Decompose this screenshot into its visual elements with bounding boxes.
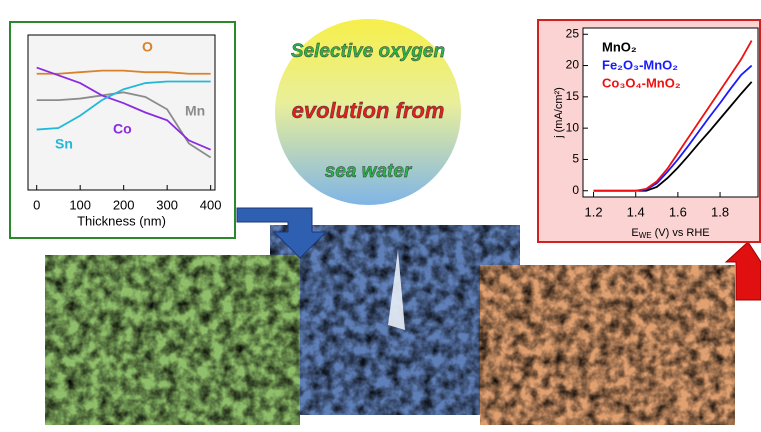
series-label: Co₃O₄-MnO₂: [602, 75, 681, 90]
x-axis-label: Thickness (nm): [77, 213, 166, 228]
banner: Selective oxygen evolution from sea water: [291, 41, 446, 182]
series-label: Mn: [185, 103, 205, 119]
y-tick-label: 10: [566, 120, 580, 134]
series-label: Fe₂O₃-MnO₂: [602, 57, 678, 72]
sem-images: [45, 225, 735, 425]
x-tick-label: 200: [113, 197, 135, 212]
series-label: MnO₂: [602, 39, 637, 54]
x-axis-label-part: WE: [639, 231, 652, 240]
series-label: Sn: [55, 136, 73, 152]
x-tick-label: 1.2: [585, 204, 603, 219]
x-axis-label: EWE (V) vs RHE: [631, 227, 709, 240]
x-tick-label: 1.4: [627, 204, 645, 219]
x-tick-label: 0: [33, 197, 40, 212]
series-label: O: [142, 39, 153, 55]
plot-area: [27, 34, 216, 191]
y-tick-label: 25: [566, 26, 580, 40]
y-tick-label: 0: [572, 183, 579, 197]
y-tick-label: 5: [572, 152, 579, 166]
y-axis-label: j (mA/cm²): [553, 87, 565, 139]
arrows: [236, 207, 761, 301]
y-tick-label: 15: [566, 89, 580, 103]
series-line: [593, 40, 753, 192]
x-tick-label: 400: [200, 197, 222, 212]
y-tick-label: 20: [566, 58, 580, 72]
series-line: [36, 69, 211, 75]
banner-line: evolution from: [292, 98, 445, 123]
series-line: [36, 66, 212, 151]
banner-ellipse: [275, 19, 461, 205]
x-axis-label-part: (V) vs RHE: [652, 227, 710, 239]
x-tick-label: 1.6: [669, 204, 687, 219]
x-tick-label: 100: [69, 197, 91, 212]
x-axis-label-part: E: [631, 227, 638, 239]
banner-line: sea water: [325, 161, 413, 182]
series-label: Co: [113, 121, 132, 137]
x-tick-label: 1.8: [711, 204, 729, 219]
x-tick-label: 300: [156, 197, 178, 212]
banner-line: Selective oxygen: [291, 41, 445, 62]
series-line: [36, 91, 212, 159]
series-line: [36, 80, 211, 131]
